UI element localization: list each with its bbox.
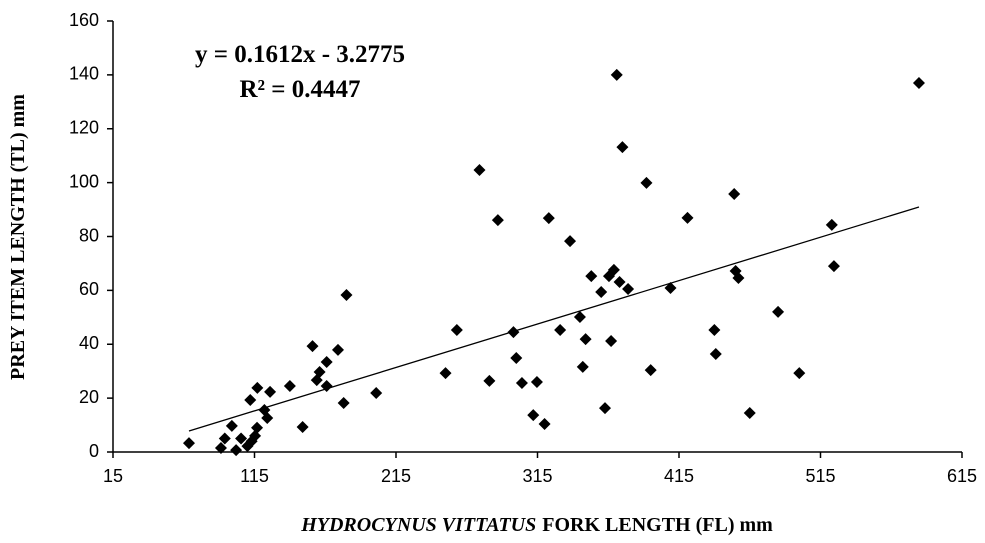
x-axis-title-text: FORK LENGTH (FL) mm — [542, 514, 773, 536]
point — [728, 187, 741, 200]
point — [595, 285, 608, 298]
point — [527, 409, 540, 422]
point — [564, 235, 577, 248]
point — [320, 356, 333, 369]
point — [507, 326, 520, 339]
point — [510, 351, 523, 364]
equation: y = 0.1612x - 3.2775 — [195, 41, 405, 68]
point — [827, 260, 840, 273]
point — [331, 343, 344, 356]
y-tick-label: 160 — [69, 10, 99, 30]
point — [622, 283, 635, 296]
point — [613, 276, 626, 289]
point — [576, 360, 589, 373]
x-tick-label: 115 — [240, 466, 269, 486]
point — [530, 375, 543, 388]
point — [607, 263, 620, 276]
point — [538, 417, 551, 430]
point — [709, 347, 722, 360]
point — [251, 421, 264, 434]
point — [681, 211, 694, 224]
point — [912, 76, 925, 89]
point — [218, 432, 231, 445]
point — [515, 377, 528, 390]
point — [772, 305, 785, 318]
point — [644, 364, 657, 377]
point — [264, 385, 277, 398]
x-axis-title: HYDROCYNUS VITTATUS FORK LENGTH (FL) mm — [300, 514, 773, 536]
trendline — [188, 206, 920, 432]
point — [225, 419, 238, 432]
point — [251, 381, 264, 394]
point — [244, 394, 257, 407]
y-tick-label: 140 — [69, 64, 99, 84]
y-tick-label: 40 — [79, 333, 99, 353]
point — [542, 212, 555, 225]
point — [439, 367, 452, 380]
point — [573, 311, 586, 324]
y-tick-label: 80 — [79, 225, 99, 245]
r-squared: R² = 0.4447 — [239, 76, 360, 103]
point — [370, 387, 383, 400]
x-tick-label: 215 — [381, 466, 411, 486]
point — [450, 323, 463, 336]
point — [610, 68, 623, 81]
point — [306, 340, 319, 353]
point — [605, 335, 618, 348]
point — [245, 435, 258, 448]
point — [793, 367, 806, 380]
point — [249, 429, 262, 442]
y-axis-title: PREY ITEM LENGTH (TL) mm — [7, 94, 29, 380]
point — [261, 412, 274, 425]
point — [640, 176, 653, 189]
point — [473, 163, 486, 176]
point — [337, 396, 350, 409]
y-tick-label: 60 — [79, 279, 99, 299]
point — [182, 437, 195, 450]
point — [235, 432, 248, 445]
point — [708, 323, 721, 336]
point — [579, 333, 592, 346]
y-tick-label: 0 — [89, 441, 99, 461]
x-tick-label: 15 — [103, 466, 123, 486]
y-tick-label: 120 — [69, 118, 99, 138]
x-tick-label: 515 — [805, 466, 835, 486]
point — [491, 214, 504, 227]
point — [313, 365, 326, 378]
point — [554, 323, 567, 336]
point — [230, 444, 243, 457]
point — [598, 402, 611, 415]
point — [732, 271, 745, 284]
x-tick-label: 315 — [522, 466, 552, 486]
point — [214, 441, 227, 454]
point — [743, 406, 756, 419]
point — [616, 141, 629, 154]
point — [585, 270, 598, 283]
y-tick-label: 20 — [79, 387, 99, 407]
point — [296, 420, 309, 433]
point — [483, 374, 496, 387]
y-tick-label: 100 — [69, 171, 99, 191]
x-tick-label: 415 — [664, 466, 694, 486]
point — [340, 288, 353, 301]
point — [664, 281, 677, 294]
point — [825, 218, 838, 231]
x-tick-label: 615 — [947, 466, 977, 486]
x-axis-title-species: HYDROCYNUS VITTATUS — [300, 514, 536, 536]
point — [283, 380, 296, 393]
